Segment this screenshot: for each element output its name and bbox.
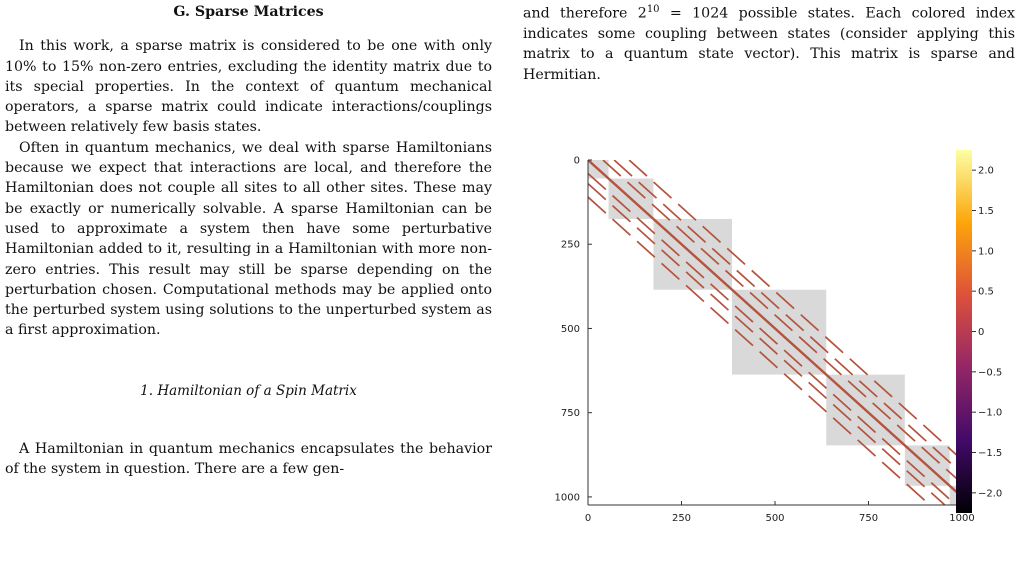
colorbar: 2.0 1.5 1.0 0.5 0 −0.5 −1.0 −1.5 −2.0: [956, 150, 1002, 513]
sparse-matrix-heatmap: 0 250 500 750 1000 0 250 500 750 1000 2.0 1.5 1.0 0.…: [555, 150, 1002, 525]
colorbar-tick-label: 0.5: [978, 287, 994, 298]
matrix-entries: [588, 160, 971, 505]
paragraph: Often in quantum mechanics, we deal with…: [5, 139, 492, 339]
colorbar-tick-label: −2.0: [978, 488, 1002, 499]
y-tick-label: 250: [561, 240, 580, 251]
colorbar-tick-label: −1.0: [978, 408, 1002, 419]
y-tick-label: 1000: [555, 492, 580, 503]
y-tick-label: 750: [561, 408, 580, 419]
axes: 0 250 500 750 1000 0 250 500 750 1000: [555, 156, 975, 525]
text-run: = 1024 possible states. Each colored ind…: [523, 5, 1015, 83]
x-tick-label: 750: [859, 513, 878, 524]
paragraph: A Hamiltonian in quantum mechanics encap…: [5, 441, 492, 478]
x-tick-label: 1000: [949, 513, 974, 524]
text-run: and therefore 2: [523, 5, 647, 22]
off-diagonal-line: [613, 160, 971, 483]
off-diagonal-line: [588, 196, 931, 505]
x-tick-label: 250: [672, 513, 691, 524]
y-tick-label: 500: [561, 324, 580, 335]
colorbar-tick-label: 0: [978, 327, 984, 338]
colorbar-tick-label: 1.0: [978, 246, 994, 257]
x-tick-label: 0: [585, 513, 591, 524]
off-diagonal-line: [588, 182, 946, 505]
right-column: and therefore 210 = 1024 possible states…: [523, 0, 1015, 85]
plot-area: [588, 160, 971, 505]
colorbar-tick-label: −1.5: [978, 448, 1002, 459]
subsection-title: 1. Hamiltonian of a Spin Matrix: [140, 382, 357, 399]
off-diagonal-line: [602, 160, 971, 493]
section-title: G. Sparse Matrices: [173, 4, 324, 20]
off-diagonal-line: [588, 172, 957, 505]
colorbar-gradient: [956, 150, 972, 513]
paragraph: and therefore 210 = 1024 possible states…: [523, 0, 1015, 85]
paragraph: In this work, a sparse matrix is conside…: [5, 38, 492, 136]
left-column: G. Sparse Matrices In this work, a spars…: [5, 0, 492, 480]
exponent: 10: [646, 4, 660, 15]
diagonal-line: [588, 160, 971, 505]
colorbar-tick-label: −0.5: [978, 367, 1002, 378]
colorbar-tick-label: 2.0: [978, 166, 994, 177]
x-tick-label: 500: [765, 513, 784, 524]
colorbar-tick-label: 1.5: [978, 206, 994, 217]
off-diagonal-line: [628, 160, 971, 469]
y-tick-label: 0: [574, 156, 580, 167]
